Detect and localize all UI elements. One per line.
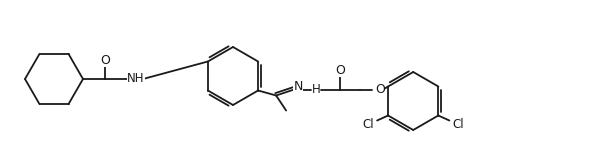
Text: O: O — [335, 64, 345, 77]
Text: H: H — [312, 83, 321, 96]
Text: O: O — [100, 54, 110, 67]
Text: Cl: Cl — [452, 118, 464, 131]
Text: O: O — [375, 83, 385, 96]
Text: N: N — [294, 80, 303, 93]
Text: NH: NH — [127, 71, 145, 84]
Text: Cl: Cl — [362, 118, 374, 131]
